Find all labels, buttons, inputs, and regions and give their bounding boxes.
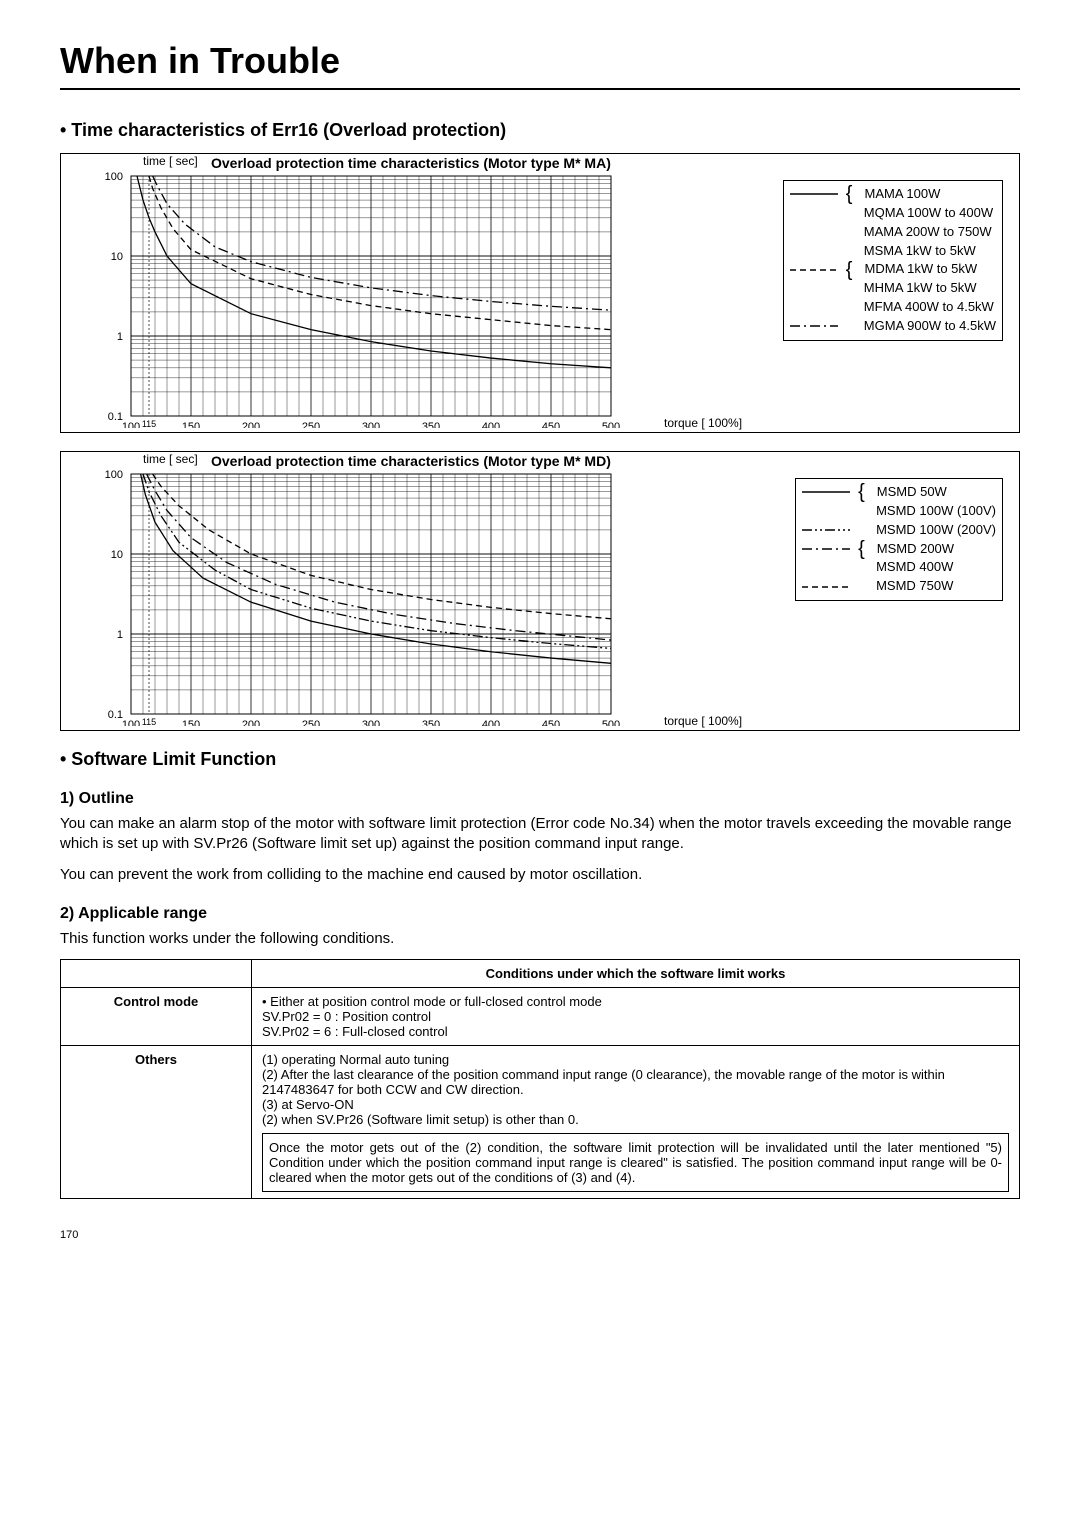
svg-text:500: 500 bbox=[602, 421, 620, 428]
svg-text:300: 300 bbox=[362, 719, 380, 726]
chart-1-x-label: torque [ 100%] bbox=[664, 416, 742, 430]
svg-text:200: 200 bbox=[242, 421, 260, 428]
legend-item: MSMD 100W (100V) bbox=[802, 502, 996, 521]
legend-item: MSMD 400W bbox=[802, 558, 996, 577]
chart-1-title: Overload protection time characteristics… bbox=[211, 155, 611, 171]
outline-text-1: You can make an alarm stop of the motor … bbox=[60, 814, 1020, 855]
legend-item: MSMD 750W bbox=[802, 577, 996, 596]
svg-text:10: 10 bbox=[111, 549, 123, 561]
table-row2-label: Others bbox=[61, 1046, 252, 1199]
svg-text:1: 1 bbox=[117, 629, 123, 641]
legend-item: MSMD 100W (200V) bbox=[802, 521, 996, 540]
table-row1-body: • Either at position control mode or ful… bbox=[252, 988, 1020, 1046]
chart-1: 1001502002503003504004505000.1110100115 bbox=[69, 158, 639, 428]
svg-text:150: 150 bbox=[182, 719, 200, 726]
svg-text:0.1: 0.1 bbox=[108, 709, 123, 721]
legend-item: {MDMA 1kW to 5kW bbox=[790, 260, 996, 279]
svg-text:400: 400 bbox=[482, 421, 500, 428]
svg-text:150: 150 bbox=[182, 421, 200, 428]
legend-item: MHMA 1kW to 5kW bbox=[790, 279, 996, 298]
svg-text:100: 100 bbox=[122, 421, 140, 428]
chart-2-x-label: torque [ 100%] bbox=[664, 714, 742, 728]
table-header-left bbox=[61, 960, 252, 988]
legend-item: {MSMD 200W bbox=[802, 540, 996, 559]
chart-1-y-label: time [ sec] bbox=[143, 154, 198, 168]
svg-text:115: 115 bbox=[142, 419, 156, 428]
svg-text:450: 450 bbox=[542, 421, 560, 428]
chart-2-y-label: time [ sec] bbox=[143, 452, 198, 466]
svg-text:500: 500 bbox=[602, 719, 620, 726]
page-number: 170 bbox=[60, 1229, 1020, 1241]
svg-text:400: 400 bbox=[482, 719, 500, 726]
svg-text:250: 250 bbox=[302, 719, 320, 726]
svg-text:350: 350 bbox=[422, 719, 440, 726]
table-row2-body: (1) operating Normal auto tuning (2) Aft… bbox=[252, 1046, 1020, 1199]
legend-item: {MAMA 100W bbox=[790, 185, 996, 204]
applicable-text: This function works under the following … bbox=[60, 929, 1020, 949]
legend-item: MAMA 200W to 750W bbox=[790, 223, 996, 242]
chart-2-title: Overload protection time characteristics… bbox=[211, 453, 611, 469]
svg-text:115: 115 bbox=[142, 717, 156, 726]
chart-2-legend: {MSMD 50WMSMD 100W (100V)MSMD 100W (200V… bbox=[795, 478, 1003, 601]
svg-text:0.1: 0.1 bbox=[108, 411, 123, 423]
table-header-right: Conditions under which the software limi… bbox=[252, 960, 1020, 988]
chart-2: 1001502002503003504004505000.1110100115 bbox=[69, 456, 639, 726]
page-title: When in Trouble bbox=[60, 40, 1020, 90]
conditions-table: Conditions under which the software limi… bbox=[60, 959, 1020, 1199]
svg-text:100: 100 bbox=[105, 469, 123, 481]
svg-text:300: 300 bbox=[362, 421, 380, 428]
svg-text:350: 350 bbox=[422, 421, 440, 428]
svg-text:100: 100 bbox=[122, 719, 140, 726]
svg-text:200: 200 bbox=[242, 719, 260, 726]
section-1-header: • Time characteristics of Err16 (Overloa… bbox=[60, 120, 1020, 141]
svg-text:1: 1 bbox=[117, 331, 123, 343]
table-row2-note: Once the motor gets out of the (2) condi… bbox=[262, 1133, 1009, 1192]
chart-1-container: time [ sec] Overload protection time cha… bbox=[60, 153, 1020, 433]
chart-1-legend: {MAMA 100WMQMA 100W to 400WMAMA 200W to … bbox=[783, 180, 1003, 341]
legend-item: MGMA 900W to 4.5kW bbox=[790, 317, 996, 336]
legend-item: MQMA 100W to 400W bbox=[790, 204, 996, 223]
table-row1-label: Control mode bbox=[61, 988, 252, 1046]
section-2-header: • Software Limit Function bbox=[60, 749, 1020, 770]
svg-text:250: 250 bbox=[302, 421, 320, 428]
legend-item: MSMA 1kW to 5kW bbox=[790, 242, 996, 261]
svg-text:100: 100 bbox=[105, 171, 123, 183]
applicable-heading: 2) Applicable range bbox=[60, 905, 1020, 923]
chart-2-container: time [ sec] Overload protection time cha… bbox=[60, 451, 1020, 731]
legend-item: MFMA 400W to 4.5kW bbox=[790, 298, 996, 317]
outline-heading: 1) Outline bbox=[60, 790, 1020, 808]
outline-text-2: You can prevent the work from colliding … bbox=[60, 865, 1020, 885]
svg-text:450: 450 bbox=[542, 719, 560, 726]
svg-text:10: 10 bbox=[111, 251, 123, 263]
legend-item: {MSMD 50W bbox=[802, 483, 996, 502]
